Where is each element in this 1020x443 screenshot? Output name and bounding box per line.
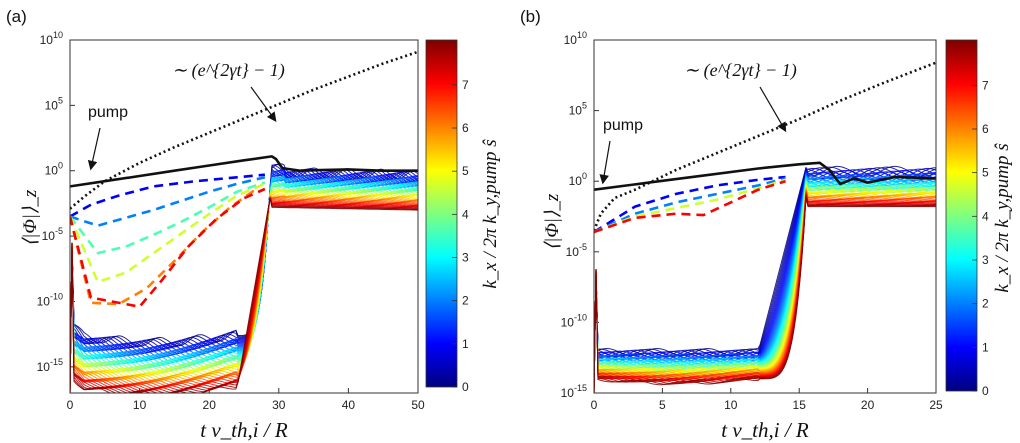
y-tick-label: 10-5: [42, 226, 63, 243]
panel-label-b: (b): [520, 7, 541, 26]
dashed-mode: [594, 175, 786, 234]
colorbar-tick-label: 5: [982, 166, 989, 180]
pump-annotation-b: pump: [603, 117, 643, 134]
x-tick-label: 10: [133, 398, 147, 412]
pump-arrow-a: [87, 127, 101, 171]
dashed-mode: [594, 177, 786, 234]
colorbar-tick-label: 2: [982, 297, 989, 311]
colorbar-tick-label: 7: [462, 78, 469, 92]
dashed-mode: [70, 181, 266, 255]
dashed-mode: [594, 178, 786, 234]
colorbar-tick-label: 5: [462, 164, 469, 178]
x-tick-label: 10: [724, 398, 738, 412]
y-tick-label: 105: [45, 95, 63, 112]
colorbar-label-a: k_x / 2π k_y,pump ŝ: [480, 139, 501, 289]
mode-curve: [594, 166, 936, 393]
x-tick-label: 30: [272, 398, 286, 412]
y-tick-label: 10-15: [37, 357, 63, 374]
mode-curve: [70, 197, 418, 393]
y-axis-label-b: ⟨|Φ|⟩_z: [542, 193, 563, 250]
growth-arrow-a: [250, 86, 277, 122]
x-tick-label: 40: [342, 398, 356, 412]
x-tick-label: 20: [203, 398, 217, 412]
colorbar-tick-label: 6: [462, 121, 469, 135]
colorbar-tick-label: 4: [462, 207, 469, 221]
mode-curve: [594, 166, 936, 393]
mode-curve: [594, 171, 936, 393]
mode-curve: [594, 182, 936, 393]
y-axis-label-a: ⟨|Φ|⟩_z: [20, 189, 41, 246]
panel-label-a: (a): [6, 7, 27, 26]
colorbar-tick-label: 7: [982, 78, 989, 92]
mode-curve: [594, 197, 936, 393]
x-tick-label: 5: [659, 398, 666, 412]
dashed-mode: [70, 173, 266, 218]
x-tick-label: 0: [591, 398, 598, 412]
mode-curve: [70, 198, 418, 393]
x-tick-label: 25: [929, 398, 943, 412]
colorbar-tick-label: 0: [982, 384, 989, 398]
y-tick-label: 100: [45, 161, 63, 178]
mode-curve: [70, 198, 418, 393]
mode-curve: [70, 168, 418, 393]
colorbar-a: [425, 39, 458, 388]
dashed-mode: [70, 186, 259, 306]
x-tick-label: 50: [411, 398, 425, 412]
colorbar-tick-label: 1: [462, 337, 469, 351]
colorbar-tick-label: 6: [982, 122, 989, 136]
mode-curve: [594, 170, 936, 393]
colorbar-label-b: k_x / 2π k_y,pump ŝ: [992, 143, 1013, 293]
plot-frame-b: [593, 39, 937, 394]
y-tick-label: 10-10: [37, 291, 63, 308]
panel-a: (a) 0 10 20 30 40 5010-1510-1010-51001051010 …: [6, 7, 501, 442]
x-axis-label-a: t v_th,i / R: [200, 418, 288, 442]
y-tick-label: 1010: [40, 30, 63, 47]
pump-arrow-b: [599, 140, 611, 185]
x-tick-label: 20: [861, 398, 875, 412]
x-tick-label: 0: [67, 398, 74, 412]
y-tick-label: 10-5: [566, 242, 587, 259]
growth-rate-line: [70, 50, 418, 210]
pump-line: [594, 161, 936, 191]
colorbar-tick-label: 1: [982, 340, 989, 354]
dashed-mode: [594, 179, 786, 234]
mode-curve: [594, 177, 936, 393]
colorbar-tick-label: 3: [982, 253, 989, 267]
x-axis-label-b: t v_th,i / R: [721, 418, 809, 442]
mode-curve: [594, 173, 936, 393]
mode-curve: [594, 178, 936, 393]
x-tick-label: 15: [793, 398, 807, 412]
y-tick-label: 10-10: [561, 312, 587, 329]
dashed-mode: [70, 187, 266, 308]
growth-annotation-b: ∼ (e^{2γt} − 1): [684, 60, 797, 81]
colorbar-tick-label: 4: [982, 209, 989, 223]
pump-annotation-a: pump: [88, 104, 128, 121]
y-tick-label: 10-15: [561, 383, 587, 400]
dashed-mode: [70, 182, 266, 284]
colorbar-tick-label: 2: [462, 294, 469, 308]
growth-rate-line: [594, 61, 936, 232]
pump-line: [70, 155, 418, 188]
plot-frame-a: [69, 39, 419, 394]
colorbar-tick-label: 3: [462, 251, 469, 265]
y-tick-label: 105: [569, 101, 587, 118]
growth-annotation-a: ∼ (e^{2γt} − 1): [172, 60, 285, 81]
y-tick-label: 100: [569, 171, 587, 188]
mode-curve: [70, 169, 418, 393]
growth-arrow-b: [759, 86, 787, 133]
colorbar-tick-label: 0: [462, 380, 469, 394]
y-tick-label: 1010: [564, 30, 587, 47]
colorbar-b: [945, 39, 978, 392]
dashed-mode: [70, 176, 266, 227]
